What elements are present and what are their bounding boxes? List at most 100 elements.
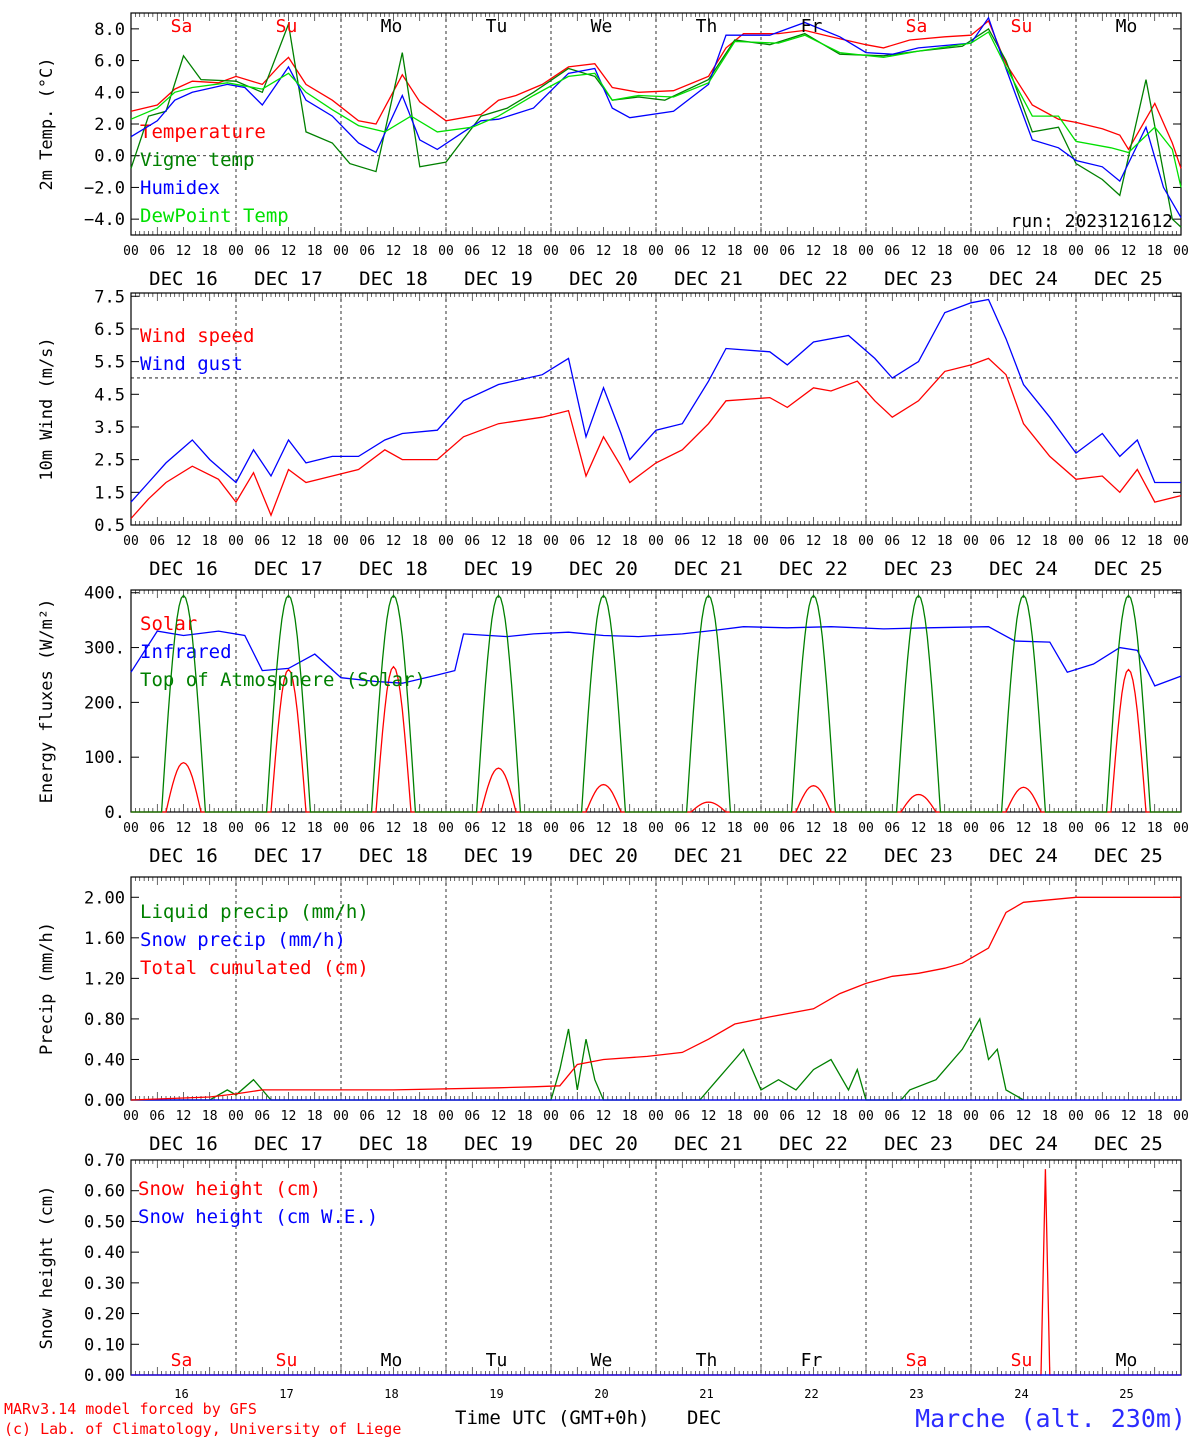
hour-tick-label: 00: [543, 534, 559, 549]
hour-tick-label: 00: [543, 1109, 559, 1124]
station-label: Marche (alt. 230m): [915, 1404, 1186, 1433]
hour-tick-label: 12: [806, 534, 822, 549]
hour-tick-label: 06: [359, 1109, 375, 1124]
hour-tick-label: 00: [333, 534, 349, 549]
hour-tick-label: 18: [622, 244, 638, 259]
weekday-label-bottom: Mo: [381, 1350, 403, 1371]
month-label: DEC: [687, 1407, 721, 1429]
run-annotation: run: 2023121612: [1010, 211, 1173, 232]
day-number-label: 25: [1119, 1387, 1133, 1401]
series-line-snow-height-cm-: [131, 1169, 1181, 1376]
date-label: DEC 21: [674, 845, 743, 867]
hour-tick-label: 00: [963, 821, 979, 836]
hour-tick-label: 00: [543, 821, 559, 836]
hour-tick-label: 18: [622, 1109, 638, 1124]
hour-tick-label: 18: [1042, 534, 1058, 549]
legend-entry: Infrared: [140, 641, 232, 663]
hour-tick-label: 06: [674, 1109, 690, 1124]
hour-tick-label: 00: [753, 1109, 769, 1124]
y-tick-label: 0.0: [94, 147, 125, 167]
hour-tick-label: 06: [464, 244, 480, 259]
hour-tick-label: 00: [123, 821, 139, 836]
hour-tick-label: 18: [937, 534, 953, 549]
weekday-label-top: Su: [1011, 16, 1033, 37]
panel-3: 400. 300. 200. 100. 0. Energy fluxes (W/m²) 00…: [37, 584, 1189, 867]
hour-tick-label: 00: [753, 534, 769, 549]
y-tick-label: 0.70: [84, 1151, 125, 1171]
hour-tick-label: 18: [412, 1109, 428, 1124]
date-label: DEC 20: [569, 268, 638, 290]
hour-tick-label: 00: [438, 244, 454, 259]
hour-tick-label: 06: [254, 534, 270, 549]
legend-entry: Snow precip (mm/h): [140, 929, 346, 951]
hour-tick-label: 18: [202, 534, 218, 549]
hour-tick-label: 12: [176, 821, 192, 836]
hour-tick-label: 12: [1121, 1109, 1137, 1124]
hour-tick-label: 12: [806, 1109, 822, 1124]
hour-tick-label: 06: [1094, 244, 1110, 259]
hour-tick-label: 00: [963, 534, 979, 549]
date-label: DEC 17: [254, 558, 323, 580]
day-number-label: 19: [489, 1387, 503, 1401]
hour-tick-label: 00: [438, 1109, 454, 1124]
hour-tick-label: 00: [228, 244, 244, 259]
hour-tick-label: 18: [832, 244, 848, 259]
weekday-label-top: Th: [696, 16, 718, 37]
hour-tick-label: 12: [806, 821, 822, 836]
day-number-label: 20: [594, 1387, 608, 1401]
hour-tick-label: 06: [149, 534, 165, 549]
series-line-temperature: [130, 19, 1182, 169]
series-line-infrared: [130, 626, 1182, 687]
hour-tick-label: 18: [727, 244, 743, 259]
y-tick-label: −4.0: [84, 210, 125, 230]
date-label: DEC 23: [884, 845, 953, 867]
hour-tick-label: 12: [491, 244, 507, 259]
legend-entry: Humidex: [140, 177, 220, 199]
hour-tick-label: 06: [1094, 821, 1110, 836]
y-tick-label: 400.: [84, 584, 125, 604]
date-label: DEC 18: [359, 845, 428, 867]
hour-tick-label: 06: [149, 821, 165, 836]
weekday-label-bottom: Tu: [486, 1350, 508, 1371]
hour-tick-label: 18: [937, 821, 953, 836]
hour-tick-label: 00: [1173, 534, 1189, 549]
hour-tick-label: 18: [202, 244, 218, 259]
hour-tick-label: 18: [517, 1109, 533, 1124]
hour-tick-label: 18: [1042, 1109, 1058, 1124]
date-label: DEC 16: [149, 268, 218, 290]
hour-tick-label: 00: [333, 1109, 349, 1124]
series-line-vigne-temp: [130, 21, 1182, 228]
hour-tick-label: 12: [491, 821, 507, 836]
hour-tick-label: 18: [412, 821, 428, 836]
date-label: DEC 23: [884, 558, 953, 580]
y-tick-label: 2.00: [84, 888, 125, 908]
hour-tick-label: 12: [386, 821, 402, 836]
date-label: DEC 24: [989, 268, 1058, 290]
hour-tick-label: 06: [569, 534, 585, 549]
hour-tick-label: 06: [569, 821, 585, 836]
hour-tick-label: 06: [674, 821, 690, 836]
hour-tick-label: 18: [937, 244, 953, 259]
hour-tick-label: 18: [307, 1109, 323, 1124]
y-tick-label: 1.20: [84, 969, 125, 989]
y-tick-label: 0.5: [94, 516, 125, 536]
date-label: DEC 18: [359, 1133, 428, 1155]
hour-tick-label: 06: [884, 244, 900, 259]
date-label: DEC 19: [464, 845, 533, 867]
series-line-liquid-precip-mm-h-: [131, 1017, 1024, 1101]
y-tick-label: 1.5: [94, 483, 125, 503]
hour-tick-label: 18: [1147, 1109, 1163, 1124]
hour-tick-label: 18: [937, 1109, 953, 1124]
date-label: DEC 18: [359, 268, 428, 290]
date-label: DEC 22: [779, 558, 848, 580]
weekday-label-bottom: Su: [276, 1350, 298, 1371]
hour-tick-label: 06: [884, 534, 900, 549]
hour-tick-label: 12: [701, 1109, 717, 1124]
hour-tick-label: 06: [779, 1109, 795, 1124]
date-label: DEC 16: [149, 845, 218, 867]
hour-tick-label: 18: [622, 821, 638, 836]
date-label: DEC 18: [359, 558, 428, 580]
panel-2: 7.5 6.5 5.5 4.5 3.5 2.5 1.5 0.5 10m Wind (m/s) 00…: [37, 287, 1189, 580]
